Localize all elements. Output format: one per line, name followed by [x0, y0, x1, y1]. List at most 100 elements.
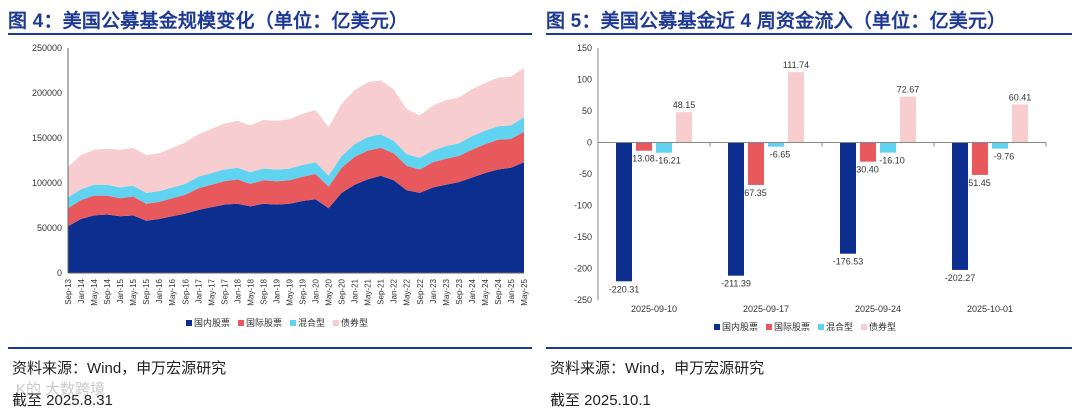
x-tick-label: May-25	[520, 278, 529, 305]
x-tick-label: May-23	[442, 278, 451, 305]
area-series-2	[68, 131, 524, 227]
data-label: -9.76	[994, 152, 1015, 162]
left-chart-title: 图 4：美国公募基金规模变化（单位：亿美元）	[8, 11, 409, 32]
y-tick-label: -100	[574, 201, 592, 211]
right-chart-panel: 图 5：美国公募基金近 4 周资金流入（单位：亿美元） -250 -200 -150…	[546, 0, 1072, 416]
left-source-rule	[8, 347, 532, 349]
left-title-rule	[8, 33, 532, 35]
data-label: -67.35	[741, 188, 767, 198]
bar-4	[900, 96, 916, 143]
bar-2	[748, 142, 764, 185]
x-tick-label: Jan-17	[194, 278, 203, 303]
y-tick-label: -50	[579, 169, 592, 179]
x-tick-label: Sep-17	[220, 278, 229, 304]
bar-2	[636, 142, 652, 151]
legend-label: 国际股票	[246, 318, 282, 328]
x-tick-label: Jan-22	[390, 278, 399, 303]
legend-swatch	[290, 320, 296, 326]
data-label: -30.40	[853, 165, 879, 175]
y-tick-label: -150	[574, 232, 592, 242]
x-tick-label: May-17	[207, 278, 216, 305]
x-tick-label: Sep-19	[299, 278, 308, 304]
right-source-rule	[546, 347, 1072, 349]
x-tick-label: 2025-10-01	[967, 304, 1013, 314]
y-tick-label: 50000	[37, 223, 62, 233]
x-tick-label: 2025-09-10	[631, 304, 677, 314]
data-label: -16.21	[655, 156, 681, 166]
y-tick-label: 150	[577, 43, 592, 53]
x-tick-label: Jan-24	[468, 278, 477, 303]
data-label: 60.41	[1009, 92, 1032, 102]
area-series-1	[68, 162, 524, 273]
y-tick-label: 250000	[32, 43, 62, 53]
right-source-note: 资料来源：Wind，申万宏源研究	[550, 360, 765, 377]
legend-swatch	[861, 324, 867, 330]
data-label: -202.27	[945, 273, 976, 283]
x-tick-label: Sep-16	[181, 278, 190, 304]
x-tick-label: May-15	[129, 278, 138, 305]
x-tick-label: Jan-18	[233, 278, 242, 303]
bar-1	[728, 142, 744, 276]
right-chart-title: 图 5：美国公募基金近 4 周资金流入（单位：亿美元）	[546, 11, 1007, 32]
bar-1	[616, 142, 632, 282]
data-label: -16.10	[879, 156, 905, 166]
bar-1	[840, 142, 856, 254]
legend-swatch	[238, 320, 244, 326]
y-tick-label: 100	[577, 75, 592, 85]
x-tick-label: Jan-23	[429, 278, 438, 303]
x-tick-label: Jan-14	[77, 278, 86, 303]
x-tick-label: Sep-13	[64, 278, 73, 304]
legend-swatch	[818, 324, 824, 330]
legend-label: 债券型	[341, 317, 368, 328]
x-tick-label: Jan-25	[507, 278, 516, 303]
x-tick-label: Sep-21	[377, 278, 386, 304]
y-tick-label: -250	[574, 295, 592, 305]
x-tick-label: Sep-20	[338, 278, 347, 304]
left-source-note: 资料来源：Wind，申万宏源研究	[12, 360, 227, 377]
left-asof-note: 截至 2025.8.31	[12, 392, 113, 409]
bar-4	[1012, 104, 1028, 143]
x-tick-label: Sep-14	[103, 278, 112, 304]
grouped-bar-chart: -250 -200 -150 -100 -50 0 50 100 150 -220.31 -13.0…	[574, 43, 1047, 332]
bar-3	[768, 142, 784, 147]
y-tick-label: 50	[582, 106, 592, 116]
data-label: -13.08	[629, 154, 655, 164]
bar-4	[788, 72, 804, 143]
bar-3	[656, 142, 672, 153]
x-tick-label: May-22	[403, 278, 412, 305]
x-tick-label: Sep-15	[142, 278, 151, 304]
x-tick-label: Jan-20	[312, 278, 321, 303]
data-label: 72.67	[897, 85, 920, 95]
data-label: -6.65	[770, 150, 791, 160]
x-tick-label: Sep-23	[455, 278, 464, 304]
data-label: -51.45	[965, 178, 991, 188]
data-label: -211.39	[721, 279, 751, 289]
legend-label: 国际股票	[774, 322, 810, 332]
area-series-4	[68, 67, 524, 198]
legend-swatch	[714, 324, 720, 330]
data-label: -220.31	[609, 284, 640, 294]
bar-3	[992, 142, 1008, 149]
x-tick-label: May-24	[481, 278, 490, 305]
x-tick-label: 2025-09-24	[855, 304, 901, 314]
x-tick-label: Jan-19	[272, 278, 281, 303]
legend-label: 国内股票	[194, 317, 230, 328]
x-tick-label: May-14	[90, 278, 99, 305]
left-chart-panel: 图 4：美国公募基金规模变化（单位：亿美元） 0 50000 100000 15000…	[8, 0, 532, 416]
x-tick-label: May-20	[325, 278, 334, 305]
data-label: 48.15	[673, 100, 696, 110]
legend-label: 国内股票	[722, 321, 758, 332]
x-tick-label: May-21	[364, 278, 373, 305]
y-tick-label: 200000	[32, 88, 62, 98]
bar-3	[880, 142, 896, 153]
x-tick-label: 2025-09-17	[743, 304, 789, 314]
legend-label: 混合型	[826, 321, 853, 332]
area-series-3	[68, 117, 524, 209]
legend-swatch	[186, 320, 192, 326]
x-tick-label: Jan-16	[155, 278, 164, 303]
bar-2	[860, 142, 876, 162]
x-tick-label: Jan-21	[351, 278, 360, 303]
x-tick-label: May-19	[285, 278, 294, 305]
bar-4	[676, 112, 692, 143]
stacked-area-chart: 0 50000 100000 150000 200000 250000 Sep-13 Jan-…	[32, 43, 529, 328]
